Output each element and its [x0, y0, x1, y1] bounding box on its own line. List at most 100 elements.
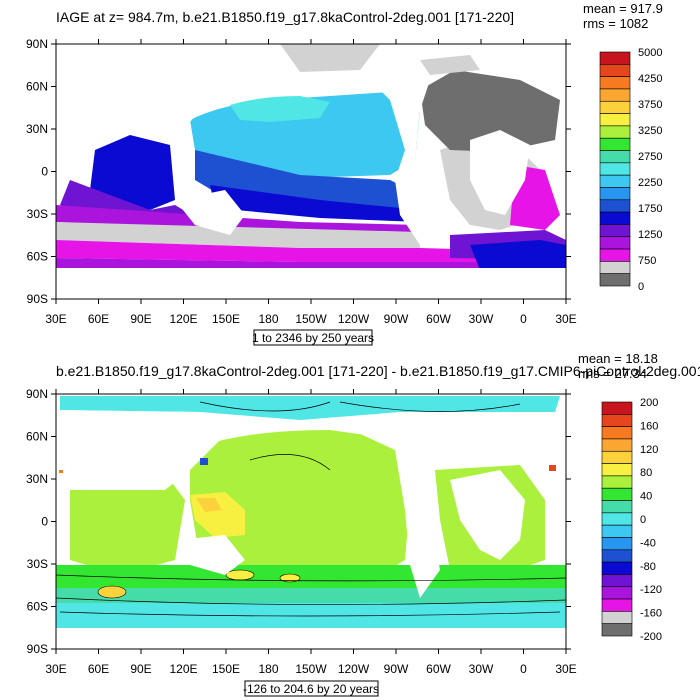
colorbar-swatch: [599, 76, 631, 90]
colorbar-swatch: [601, 561, 633, 575]
colorbar-swatch: [599, 51, 631, 65]
panel-bottom: b.e21.B1850.f19_g17.8kaControl-2deg.001 …: [26, 351, 700, 697]
colorbar-label: -200: [640, 631, 662, 643]
panel-bottom-range-box: [244, 680, 379, 697]
panel-top-title: IAGE at z= 984.7m, b.e21.B1850.f19_g17.8…: [56, 9, 514, 25]
colorbar-swatch: [599, 100, 631, 114]
colorbar-label: -40: [640, 537, 656, 549]
lon-tick-label: 30E: [555, 312, 576, 326]
colorbar-swatch: [601, 574, 633, 588]
lon-axis-top: 30E 60E 90E 120E 150E 180 150W 120W 90W 60W 30W 0 30…: [45, 39, 577, 326]
colorbar-label: 200: [640, 397, 658, 409]
lon-tick-label: 30E: [45, 662, 66, 676]
lon-tick-label: 90E: [130, 662, 151, 676]
colorbar-label: 2750: [638, 151, 662, 163]
colorbar-label: 1250: [638, 229, 662, 241]
colorbar-label: 120: [640, 444, 658, 456]
colorbar-swatch: [601, 524, 633, 538]
lon-tick-label: 90E: [130, 312, 151, 326]
lat-tick-label: 30S: [27, 557, 48, 571]
colorbar-label: -80: [640, 561, 656, 573]
colorbar-swatch: [599, 88, 631, 102]
lat-tick-label: 0: [41, 165, 48, 179]
lon-tick-label: 90W: [384, 662, 409, 676]
panel-bottom-range: -126 to 204.6 by 20 years: [243, 682, 379, 696]
colorbar-swatch: [599, 211, 631, 225]
colorbar-label: 750: [638, 255, 656, 267]
colorbar-swatch: [599, 199, 631, 213]
map-bottom: [55, 393, 567, 650]
colorbar-swatch: [599, 187, 631, 201]
lat-tick-label: 90S: [27, 292, 48, 306]
colorbar-swatch: [599, 125, 631, 139]
colorbar-swatch: [601, 438, 633, 452]
colorbar-swatch: [599, 113, 631, 127]
colorbar-swatch: [601, 426, 633, 440]
lat-tick-label: 30N: [26, 122, 48, 136]
colorbar-swatch: [599, 137, 631, 151]
lat-tick-label: 90N: [26, 387, 48, 401]
colorbar-swatch: [601, 414, 633, 427]
lon-tick-label: 30W: [469, 312, 494, 326]
colorbar-swatch: [601, 450, 633, 464]
lon-tick-label: 150W: [295, 312, 327, 326]
colorbar-swatch: [601, 611, 633, 624]
panel-top-range: 1 to 2346 by 250 years: [252, 331, 374, 345]
panel-bottom-mean: mean = 18.18: [578, 351, 658, 366]
colorbar-label: -160: [640, 608, 662, 620]
panel-top-range-box: [253, 329, 373, 346]
lon-tick-label: 180: [258, 312, 278, 326]
lon-tick-label: 150E: [212, 312, 240, 326]
colorbar-label: -120: [640, 584, 662, 596]
lon-tick-label: 60E: [88, 662, 109, 676]
colorbar-swatch: [601, 500, 633, 514]
colorbar-bottom: 200 160 120 80 40 0 -40 -80 -120 -160 -200: [601, 397, 662, 643]
lat-tick-label: 60S: [27, 250, 48, 264]
colorbar-swatch: [599, 174, 631, 188]
colorbar-swatch: [599, 236, 631, 250]
lat-tick-label: 90S: [27, 642, 48, 656]
colorbar-label: 2250: [638, 177, 662, 189]
colorbar-swatch: [601, 401, 633, 415]
colorbar-label: 1750: [638, 203, 662, 215]
colorbar-label: 0: [638, 281, 644, 293]
panel-bottom-title: b.e21.B1850.f19_g17.8kaControl-2deg.001 …: [56, 363, 700, 379]
colorbar-label: 160: [640, 420, 658, 432]
lon-tick-label: 120E: [169, 662, 197, 676]
lat-tick-label: 90N: [26, 37, 48, 51]
colorbar-swatch: [601, 512, 633, 526]
colorbar-swatch: [601, 623, 633, 637]
lat-axis-top: 90N 60N 30N 0 30S 60S 90S: [26, 37, 571, 306]
colorbar-swatch: [599, 162, 631, 176]
panel-bottom-rms: rms = 27.34: [578, 366, 647, 381]
lat-tick-label: 60N: [26, 430, 48, 444]
colorbar-swatch: [599, 150, 631, 164]
colorbar-label: 0: [640, 514, 646, 526]
colorbar-top: 5000 4250 3750 3250 2750 2250 1750 1250 750 0: [599, 47, 662, 293]
lat-tick-label: 60S: [27, 600, 48, 614]
lat-tick-label: 30N: [26, 472, 48, 486]
colorbar-label: 40: [640, 491, 652, 503]
lon-tick-label: 90W: [384, 312, 409, 326]
colorbar-label: 80: [640, 467, 652, 479]
lon-tick-label: 0: [520, 312, 527, 326]
lon-tick-label: 120W: [338, 312, 370, 326]
colorbar-swatch: [599, 64, 631, 77]
panel-top: IAGE at z= 984.7m, b.e21.B1850.f19_g17.8…: [26, 1, 663, 346]
lon-tick-label: 150W: [295, 662, 327, 676]
lon-tick-label: 180: [258, 662, 278, 676]
map-top: [55, 43, 567, 300]
lon-tick-label: 120W: [338, 662, 370, 676]
lat-tick-label: 60N: [26, 80, 48, 94]
lon-tick-label: 0: [520, 662, 527, 676]
colorbar-swatch: [599, 224, 631, 238]
colorbar-swatch: [601, 598, 633, 612]
colorbar-label: 3250: [638, 125, 662, 137]
colorbar-swatch: [601, 463, 633, 477]
colorbar-swatch: [599, 261, 631, 274]
colorbar-label: 3750: [638, 99, 662, 111]
lon-tick-label: 120E: [169, 312, 197, 326]
lon-tick-label: 30W: [469, 662, 494, 676]
panel-top-mean: mean = 917.9: [583, 1, 663, 16]
